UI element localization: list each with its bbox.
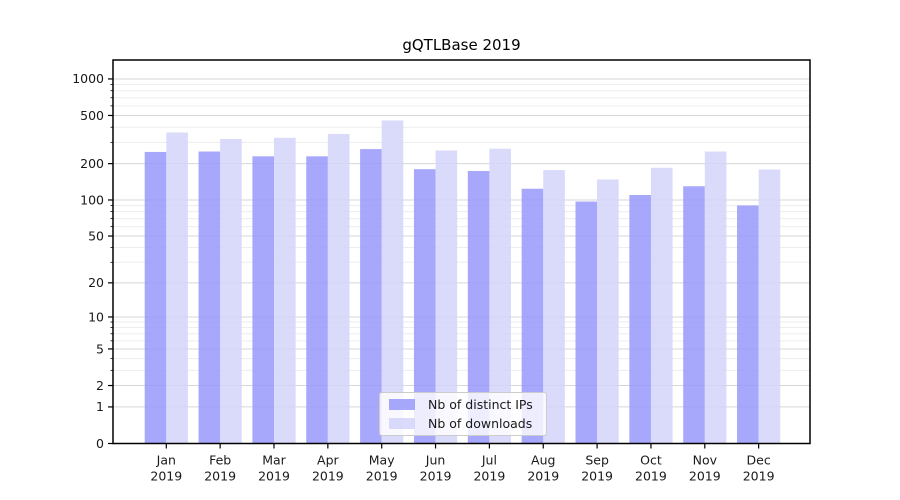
- x-tick-label: Oct: [640, 453, 662, 468]
- x-tick-label: Apr: [317, 453, 339, 468]
- y-tick-label: 50: [88, 228, 104, 243]
- bar-distinct-ips: [683, 186, 705, 444]
- chart-title: gQTLBase 2019: [402, 36, 521, 54]
- y-tick-label: 200: [80, 156, 104, 171]
- legend-swatch-downloads: [389, 418, 415, 429]
- bar-distinct-ips: [198, 151, 221, 444]
- bar-downloads: [166, 132, 188, 444]
- bar-distinct-ips: [575, 201, 598, 444]
- x-tick-label-year: 2019: [581, 469, 613, 484]
- legend-label: Nb of distinct IPs: [428, 397, 533, 412]
- x-tick-label-year: 2019: [366, 469, 398, 484]
- bar-downloads: [489, 148, 511, 444]
- y-tick-label: 5: [96, 341, 104, 356]
- bar-downloads: [758, 169, 781, 444]
- x-tick-label: May: [369, 453, 395, 468]
- bar-distinct-ips: [629, 194, 651, 444]
- x-tick-label: Sep: [585, 453, 609, 468]
- x-tick-label: Jul: [481, 453, 497, 468]
- x-tick-label-year: 2019: [258, 469, 290, 484]
- bar-downloads: [435, 150, 458, 444]
- legend-item: Nb of distinct IPs: [389, 397, 546, 412]
- y-tick-label: 10: [88, 309, 104, 324]
- x-tick-label: Feb: [209, 453, 231, 468]
- bar-distinct-ips: [360, 149, 382, 444]
- legend: Nb of distinct IPs Nb of downloads: [379, 392, 547, 436]
- x-tick-label-year: 2019: [689, 469, 721, 484]
- x-tick-label-year: 2019: [312, 469, 344, 484]
- x-tick-label: Jan: [156, 453, 176, 468]
- bar-downloads: [597, 179, 619, 444]
- y-tick-label: 0: [96, 436, 104, 451]
- bar-downloads: [220, 138, 242, 444]
- x-tick-label-year: 2019: [635, 469, 667, 484]
- x-tick-label: Dec: [747, 453, 771, 468]
- bar-distinct-ips: [737, 205, 759, 444]
- x-tick-label: Mar: [262, 453, 286, 468]
- y-tick-label: 20: [88, 275, 104, 290]
- x-tick-label-year: 2019: [204, 469, 236, 484]
- bar-distinct-ips: [413, 169, 436, 444]
- y-tick-label: 2: [96, 378, 104, 393]
- y-tick-label: 1: [96, 399, 104, 414]
- bar-downloads: [704, 151, 727, 444]
- x-tick-label: Nov: [693, 453, 718, 468]
- bar-distinct-ips: [252, 156, 274, 444]
- legend-label: Nb of downloads: [428, 416, 533, 431]
- bar-downloads: [274, 137, 296, 444]
- legend-swatch-distinct-ips: [389, 399, 415, 410]
- x-tick-label-year: 2019: [743, 469, 775, 484]
- bar-downloads: [327, 133, 350, 444]
- legend-item: Nb of downloads: [389, 416, 546, 431]
- y-tick-label: 1000: [72, 71, 104, 86]
- x-tick-label: Jun: [425, 453, 446, 468]
- bar-distinct-ips: [521, 188, 544, 444]
- y-tick-label: 500: [80, 108, 104, 123]
- bar-distinct-ips: [306, 156, 328, 444]
- plot-border: [112, 59, 811, 445]
- x-tick-label-year: 2019: [150, 469, 182, 484]
- bar-distinct-ips: [467, 170, 490, 444]
- x-tick-label-year: 2019: [420, 469, 452, 484]
- bar-downloads: [650, 167, 673, 444]
- bar-downloads: [381, 120, 404, 444]
- bar-downloads: [543, 170, 565, 444]
- bar-distinct-ips: [144, 151, 167, 444]
- x-tick-label-year: 2019: [473, 469, 505, 484]
- x-tick-label: Aug: [531, 453, 555, 468]
- x-tick-label-year: 2019: [527, 469, 559, 484]
- y-tick-label: 100: [80, 192, 104, 207]
